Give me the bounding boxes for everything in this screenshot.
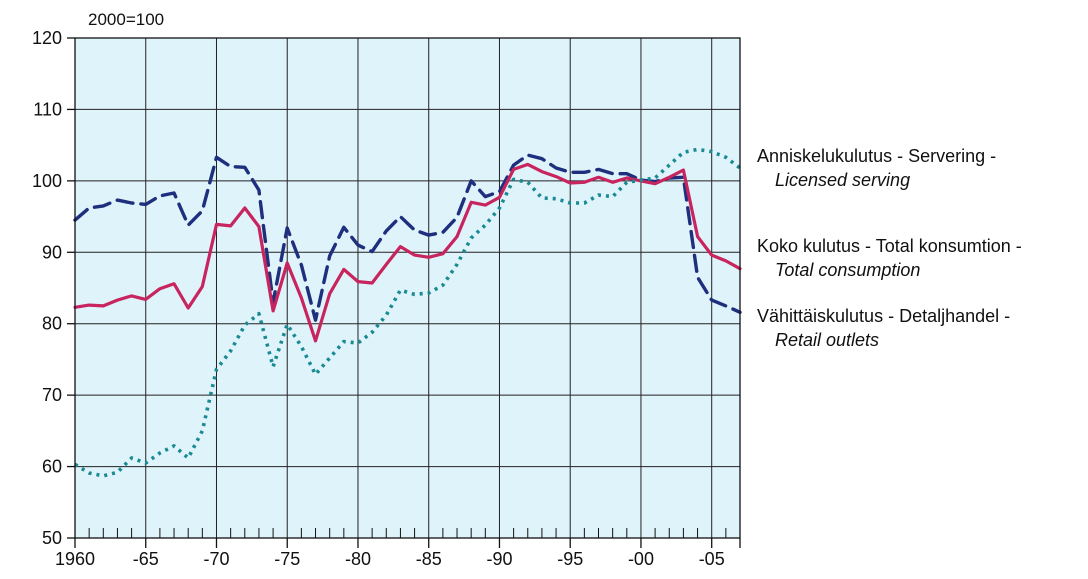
x-tick-label: -90 (486, 549, 512, 569)
legend-label: Koko kulutus - Total konsumtion - (757, 236, 1022, 256)
legend-label-english: Total consumption (775, 260, 920, 280)
legend: Anniskelukulutus - Servering - Licensed s… (757, 146, 1022, 350)
plot-frame (74, 37, 741, 539)
x-tick-label: -00 (628, 549, 654, 569)
series-line-2 (73, 162, 742, 343)
y-tick-label: 70 (42, 385, 62, 405)
y-tick-label: 50 (42, 528, 62, 548)
legend-entry-3: Vähittäiskulutus - Detaljhandel - Retail … (757, 306, 1010, 350)
y-tick-label: 60 (42, 457, 62, 477)
y-tick-label: 100 (32, 171, 62, 191)
legend-label-english: Licensed serving (775, 170, 910, 190)
y-tick-label: 110 (33, 99, 62, 119)
grid-lines (75, 38, 740, 538)
y-tick-label: 80 (42, 314, 62, 334)
minor-tick-marks (88, 528, 741, 548)
x-tick-label: -65 (133, 549, 159, 569)
x-tick-label: -70 (203, 549, 229, 569)
x-tick-label: -05 (699, 549, 725, 569)
x-tick-label: 1960 (55, 549, 95, 569)
legend-label: Vähittäiskulutus - Detaljhandel - (757, 306, 1010, 326)
legend-entry-2: Koko kulutus - Total konsumtion - Total c… (757, 236, 1022, 280)
x-tick-label: -80 (345, 549, 371, 569)
y-tick-label: 90 (42, 242, 62, 262)
legend-label-english: Retail outlets (775, 330, 879, 350)
x-tick-label: -75 (274, 549, 300, 569)
x-tick-label: -95 (557, 549, 583, 569)
legend-label: Anniskelukulutus - Servering - (757, 146, 996, 166)
legend-entry-1: Anniskelukulutus - Servering - Licensed s… (757, 146, 996, 190)
series-line-1 (73, 153, 742, 322)
series-line-3 (74, 147, 742, 478)
y-tick-label: 120 (32, 28, 62, 48)
series-layer (73, 147, 742, 478)
x-axis-tick-labels: 1960 -65 -70 -75 -80 -85 -90 -95 -00 -05 (55, 538, 725, 569)
y-axis-tick-labels: 50 60 70 80 90 100 110 120 (32, 28, 75, 548)
x-tick-label: -85 (416, 549, 442, 569)
unit-label: 2000=100 (88, 10, 164, 29)
